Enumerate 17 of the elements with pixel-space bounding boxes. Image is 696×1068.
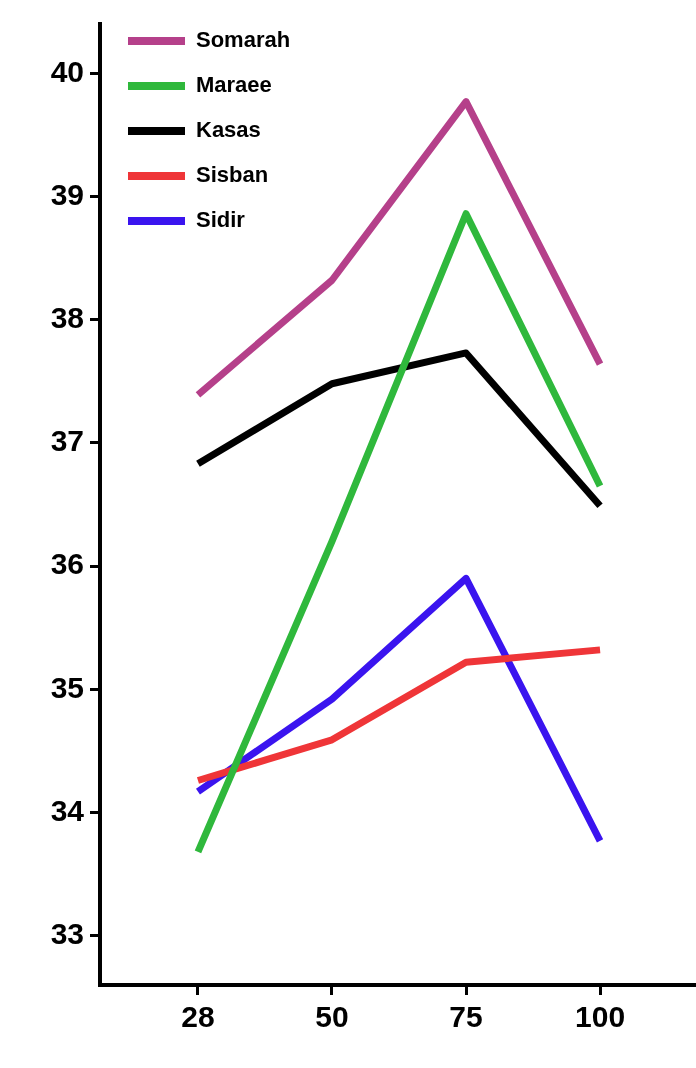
- x-tick-label: 50: [315, 1000, 349, 1034]
- legend-label: Sisban: [196, 162, 269, 188]
- legend-label: Maraee: [196, 72, 272, 98]
- legend-label: Sidir: [196, 207, 246, 233]
- y-tick-label: 36: [50, 547, 84, 581]
- x-tick-label: 75: [449, 1000, 483, 1034]
- y-tick-label: 40: [50, 54, 84, 88]
- y-tick-label: 38: [50, 300, 84, 334]
- y-tick-label: 33: [50, 916, 84, 950]
- y-tick-label: 35: [50, 670, 84, 704]
- legend-label: Kasas: [196, 117, 261, 143]
- y-tick-label: 37: [50, 424, 84, 458]
- x-tick-label: 100: [575, 1000, 626, 1034]
- y-tick-label: 39: [50, 177, 84, 211]
- y-tick-label: 34: [50, 793, 85, 827]
- x-tick-label: 28: [181, 1000, 215, 1034]
- legend-label: Somarah: [196, 27, 291, 53]
